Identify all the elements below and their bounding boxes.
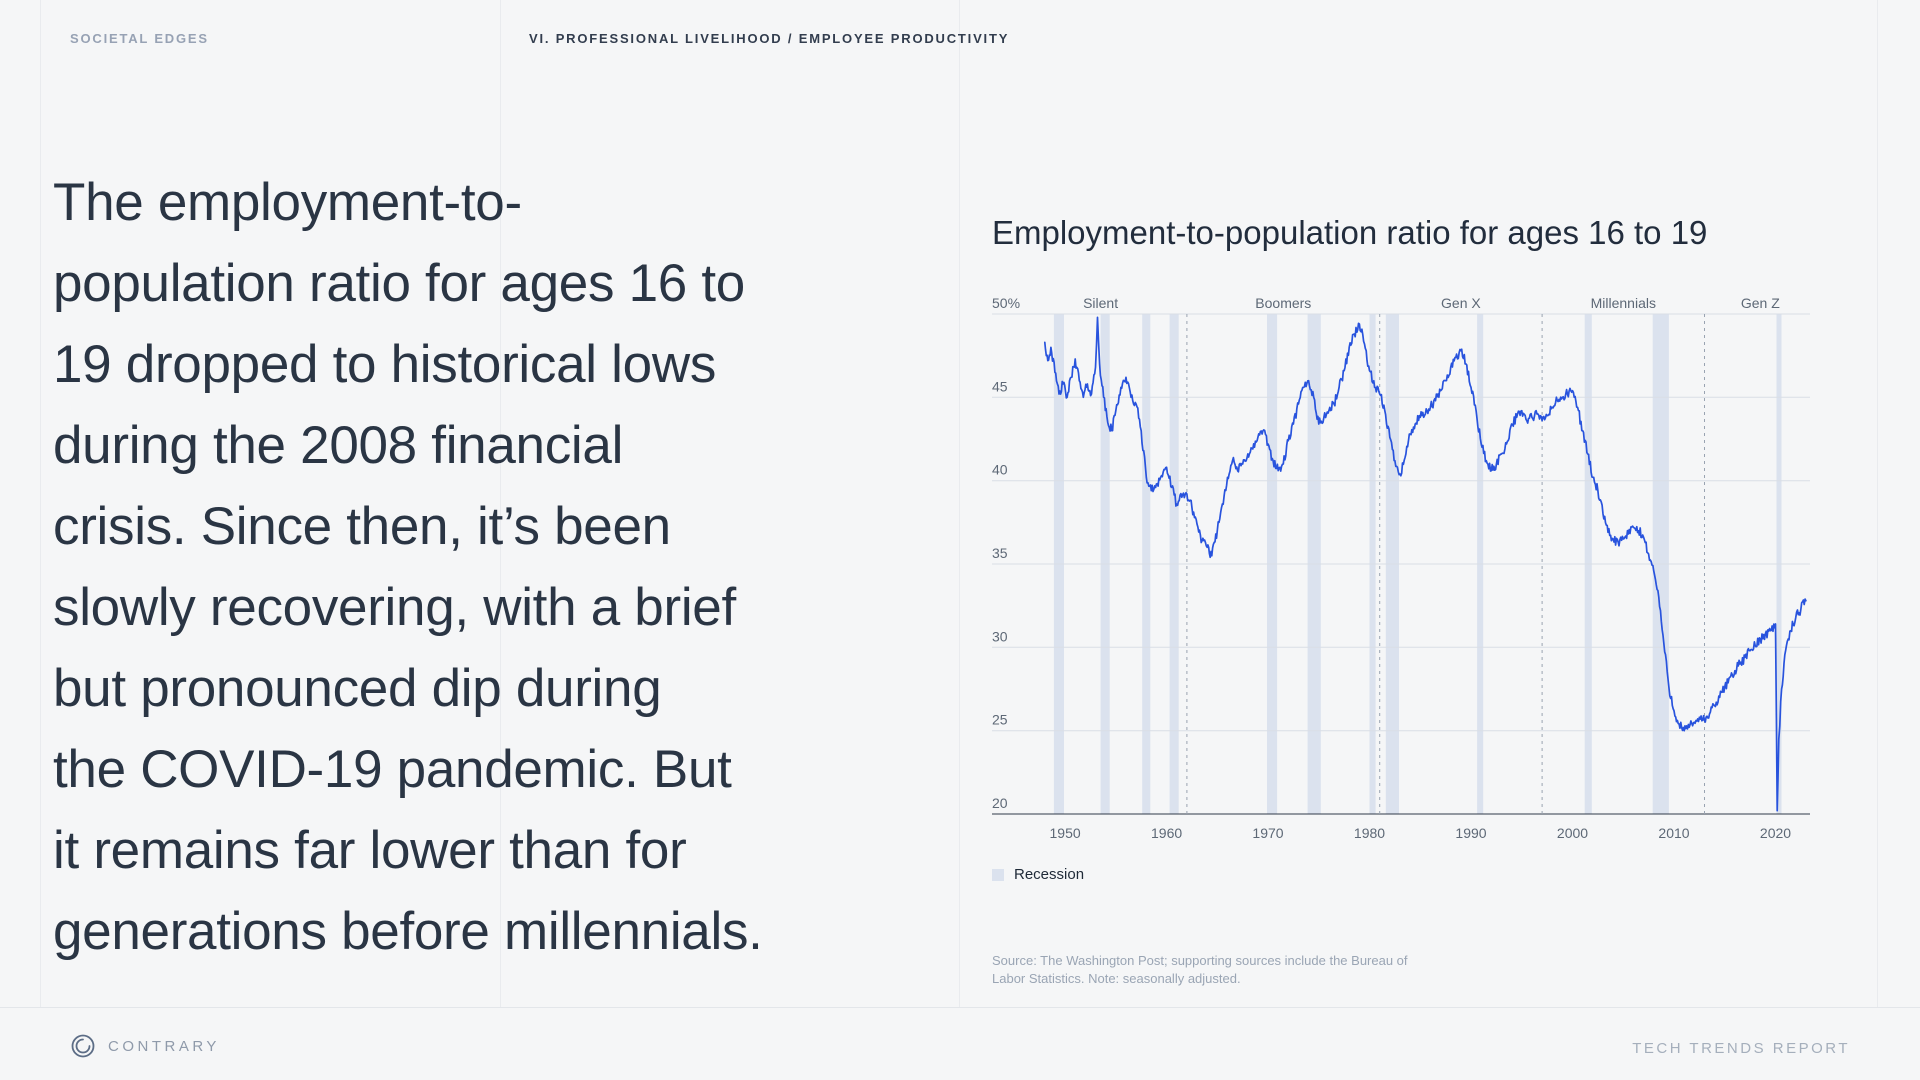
svg-text:Millennials: Millennials — [1591, 295, 1656, 311]
svg-text:2020: 2020 — [1760, 825, 1791, 841]
headline-line: 19 dropped to historical lows — [53, 335, 717, 394]
contrary-logo-icon — [71, 1034, 95, 1058]
svg-text:2000: 2000 — [1557, 825, 1588, 841]
grid-rule-right — [1877, 0, 1878, 1007]
footer-brand: CONTRARY — [70, 1033, 220, 1059]
report-section-label: SOCIETAL EDGES — [70, 31, 209, 46]
svg-text:1990: 1990 — [1455, 825, 1486, 841]
svg-text:35: 35 — [992, 545, 1008, 561]
svg-text:25: 25 — [992, 712, 1008, 728]
svg-text:Boomers: Boomers — [1255, 295, 1311, 311]
legend-label: Recession — [1014, 866, 1085, 883]
headline-line: the COVID-19 pandemic. But — [53, 740, 732, 799]
chart-title: Employment-to-population ratio for ages … — [992, 214, 1708, 251]
svg-text:45: 45 — [992, 378, 1008, 394]
legend-swatch-recession — [992, 868, 1004, 881]
footer-divider — [0, 1007, 1920, 1008]
svg-text:2010: 2010 — [1658, 825, 1689, 841]
svg-text:Gen Z: Gen Z — [1741, 295, 1780, 311]
legend: Recession — [992, 866, 1084, 883]
svg-text:20: 20 — [992, 795, 1008, 811]
employment-ratio-chart: 20 25 30 35 40 45 50% Silent Boomers Gen X Millenn… — [992, 295, 1810, 841]
headline-text: The employment-to- population ratio for … — [53, 162, 833, 972]
headline-line: during the 2008 financial — [53, 416, 624, 475]
svg-text:Gen X: Gen X — [1441, 295, 1481, 311]
svg-text:50%: 50% — [992, 295, 1020, 311]
svg-text:40: 40 — [992, 462, 1008, 478]
svg-text:1980: 1980 — [1354, 825, 1385, 841]
headline-line: generations before millennials. — [53, 902, 763, 961]
headline-line: population ratio for ages 16 to — [53, 254, 745, 313]
breadcrumb: VI. PROFESSIONAL LIVELIHOOD / EMPLOYEE P… — [529, 31, 1010, 46]
headline-line: it remains far lower than for — [53, 821, 687, 880]
grid-rule-quarter — [500, 0, 501, 1007]
headline-line: slowly recovering, with a brief — [53, 578, 736, 637]
svg-text:1950: 1950 — [1050, 825, 1081, 841]
source-note: Source: The Washington Post; supporting … — [992, 953, 1408, 986]
headline-line: The employment-to- — [53, 173, 522, 232]
grid-rule-center — [959, 0, 960, 1007]
grid-rule-left — [40, 0, 41, 1007]
svg-text:30: 30 — [992, 628, 1008, 644]
svg-text:1960: 1960 — [1151, 825, 1182, 841]
footer-brand-label: CONTRARY — [108, 1037, 220, 1055]
headline-line: crisis. Since then, it’s been — [53, 497, 671, 556]
footer-report-label: TECH TRENDS REPORT — [1632, 1040, 1850, 1057]
svg-text:1970: 1970 — [1252, 825, 1283, 841]
svg-text:Silent: Silent — [1083, 295, 1118, 311]
headline-line: but pronounced dip during — [53, 659, 662, 718]
